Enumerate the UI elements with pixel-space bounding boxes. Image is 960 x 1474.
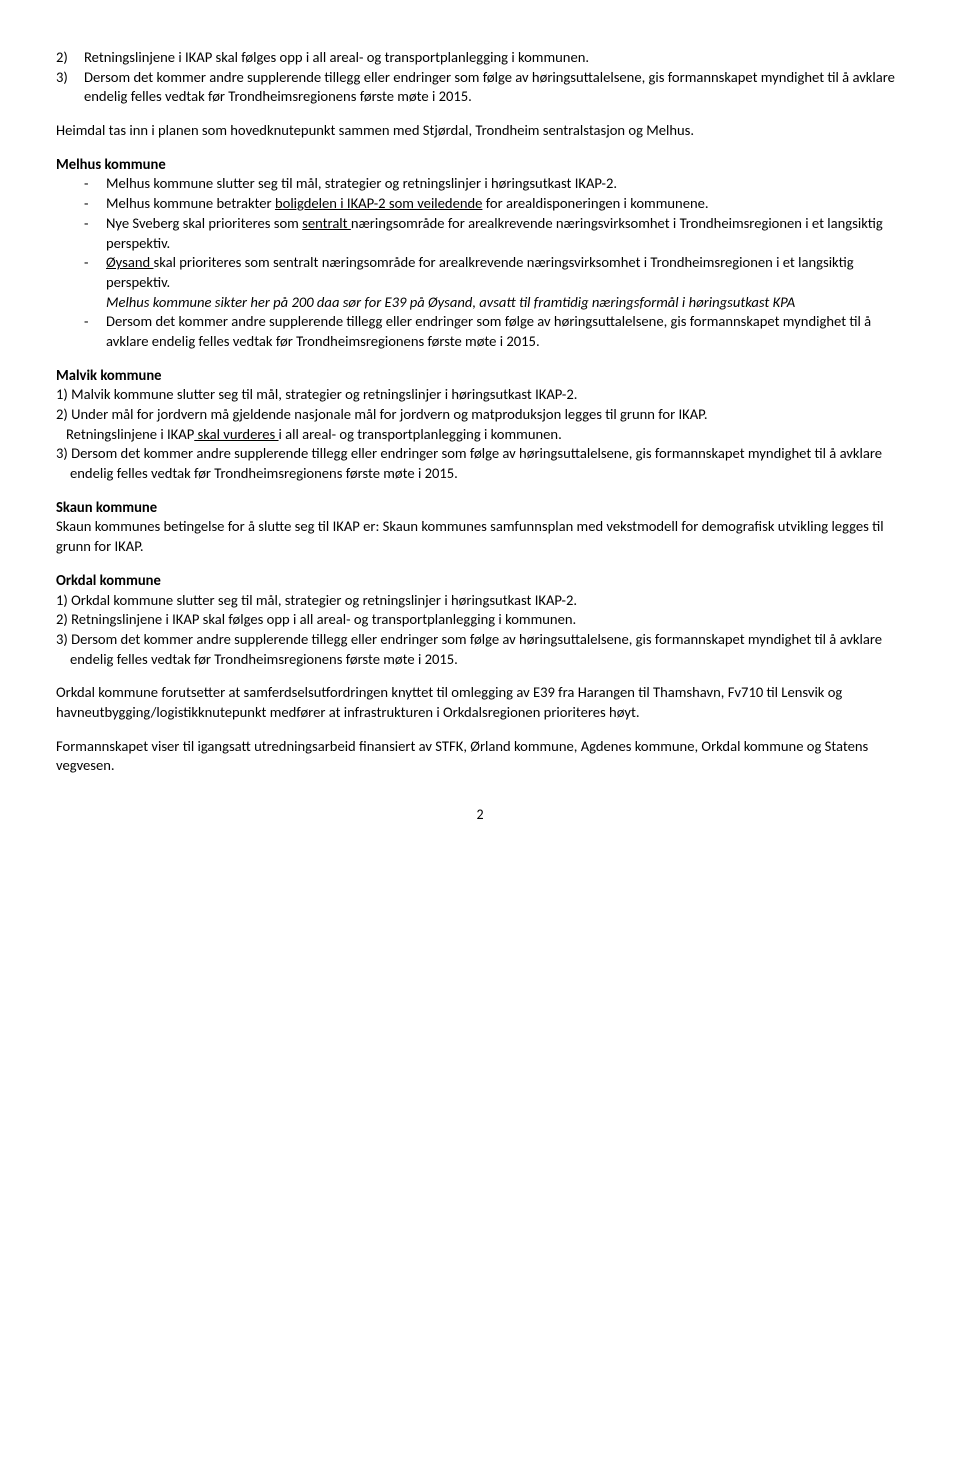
bullet-text: Nye Sveberg skal prioriteres som sentral…	[106, 214, 904, 253]
bullet-dash: -	[84, 253, 106, 292]
malvik-title: Malvik kommune	[56, 366, 904, 386]
skaun-section: Skaun kommune Skaun kommunes betingelse …	[56, 498, 904, 557]
heimdal-paragraph: Heimdal tas inn i planen som hovedknutep…	[56, 121, 904, 141]
melhus-bullet-3: - Nye Sveberg skal prioriteres som sentr…	[56, 214, 904, 253]
text-part: Retningslinjene i IKAP	[66, 425, 194, 443]
orkdal-line-2: 2) Retningslinjene i IKAP skal følges op…	[56, 610, 904, 630]
melhus-bullet-2: - Melhus kommune betrakter boligdelen i …	[56, 194, 904, 214]
text-part: Melhus kommune betrakter	[106, 194, 275, 212]
text-part: i all areal- og transportplanlegging i k…	[279, 425, 562, 443]
bullet-dash: -	[84, 194, 106, 214]
underlined-text: boligdelen i IKAP-2 som veiledende	[275, 194, 482, 212]
melhus-bullet-5: - Dersom det kommer andre supplerende ti…	[56, 312, 904, 351]
page-number: 2	[56, 806, 904, 825]
malvik-line-2b: Retningslinjene i IKAP skal vurderes i a…	[56, 425, 904, 445]
underlined-text: sentralt	[302, 214, 351, 232]
bullet-text: Øysand skal prioriteres som sentralt nær…	[106, 253, 904, 292]
melhus-bullet-1: - Melhus kommune slutter seg til mål, st…	[56, 174, 904, 194]
text-part: skal prioriteres som sentralt næringsomr…	[106, 253, 854, 291]
underlined-text: skal vurderes	[194, 425, 278, 443]
orkdal-section: Orkdal kommune 1) Orkdal kommune slutter…	[56, 571, 904, 669]
malvik-section: Malvik kommune 1) Malvik kommune slutter…	[56, 366, 904, 484]
melhus-bullet-4: - Øysand skal prioriteres som sentralt n…	[56, 253, 904, 292]
intro-item-2: 2) Retningslinjene i IKAP skal følges op…	[56, 48, 904, 68]
bullet-text: Melhus kommune slutter seg til mål, stra…	[106, 174, 904, 194]
intro-section: 2) Retningslinjene i IKAP skal følges op…	[56, 48, 904, 107]
melhus-italic-note: Melhus kommune sikter her på 200 daa sør…	[56, 293, 904, 313]
malvik-line-3: 3) Dersom det kommer andre supplerende t…	[56, 444, 904, 483]
bullet-text: Melhus kommune betrakter boligdelen i IK…	[106, 194, 904, 214]
underlined-text: Øysand	[106, 253, 154, 271]
text-part: Nye Sveberg skal prioriteres som	[106, 214, 302, 232]
bullet-dash: -	[84, 174, 106, 194]
melhus-title: Melhus kommune	[56, 155, 904, 175]
malvik-line-2: 2) Under mål for jordvern må gjeldende n…	[56, 405, 904, 425]
melhus-section: Melhus kommune - Melhus kommune slutter …	[56, 155, 904, 352]
orkdal-paragraph-3: Formannskapet viser til igangsatt utredn…	[56, 737, 904, 776]
list-number: 3)	[56, 68, 84, 107]
skaun-title: Skaun kommune	[56, 498, 904, 518]
orkdal-title: Orkdal kommune	[56, 571, 904, 591]
orkdal-line-1: 1) Orkdal kommune slutter seg til mål, s…	[56, 591, 904, 611]
bullet-dash: -	[84, 312, 106, 351]
list-text: Dersom det kommer andre supplerende till…	[84, 68, 904, 107]
intro-item-3: 3) Dersom det kommer andre supplerende t…	[56, 68, 904, 107]
list-text: Retningslinjene i IKAP skal følges opp i…	[84, 48, 904, 68]
list-number: 2)	[56, 48, 84, 68]
bullet-text: Dersom det kommer andre supplerende till…	[106, 312, 904, 351]
skaun-paragraph: Skaun kommunes betingelse for å slutte s…	[56, 517, 904, 556]
bullet-dash: -	[84, 214, 106, 253]
orkdal-line-3: 3) Dersom det kommer andre supplerende t…	[56, 630, 904, 669]
malvik-line-1: 1) Malvik kommune slutter seg til mål, s…	[56, 385, 904, 405]
text-part: for arealdisponeringen i kommunene.	[482, 194, 708, 212]
orkdal-paragraph-2: Orkdal kommune forutsetter at samferdsel…	[56, 683, 904, 722]
